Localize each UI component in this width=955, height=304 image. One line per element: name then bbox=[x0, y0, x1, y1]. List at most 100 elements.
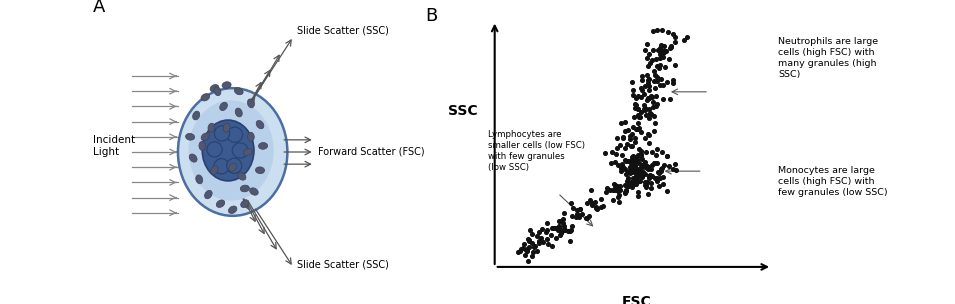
Point bbox=[630, 175, 646, 180]
Point bbox=[651, 66, 667, 71]
Text: Incident
Light: Incident Light bbox=[93, 135, 135, 157]
Point bbox=[521, 244, 537, 249]
Ellipse shape bbox=[234, 88, 244, 95]
Point bbox=[639, 56, 654, 61]
Point bbox=[548, 235, 563, 240]
Point bbox=[627, 164, 643, 169]
Point bbox=[642, 52, 657, 57]
Point bbox=[609, 136, 625, 141]
Point bbox=[656, 174, 671, 179]
Point bbox=[645, 99, 660, 104]
Point bbox=[616, 135, 631, 140]
Point bbox=[548, 226, 563, 231]
Point bbox=[641, 88, 656, 92]
Point bbox=[632, 179, 647, 184]
Point bbox=[646, 161, 661, 165]
Point bbox=[527, 243, 542, 248]
Ellipse shape bbox=[223, 123, 230, 132]
Point bbox=[668, 40, 683, 45]
Point bbox=[635, 170, 650, 174]
Point bbox=[637, 108, 652, 112]
Point bbox=[627, 160, 643, 164]
Point bbox=[630, 194, 646, 199]
Point bbox=[551, 226, 566, 231]
Point bbox=[654, 49, 669, 54]
Point bbox=[654, 167, 669, 171]
Point bbox=[640, 42, 655, 47]
Point bbox=[633, 149, 648, 154]
Point bbox=[628, 160, 644, 165]
Point bbox=[656, 49, 671, 54]
Point bbox=[626, 182, 642, 187]
Point bbox=[616, 135, 631, 140]
Point bbox=[631, 147, 647, 152]
Point bbox=[664, 45, 679, 50]
Point bbox=[626, 181, 641, 186]
Point bbox=[522, 227, 538, 232]
Point bbox=[659, 48, 674, 53]
Point bbox=[640, 192, 655, 196]
Ellipse shape bbox=[178, 88, 287, 216]
Point bbox=[593, 196, 608, 201]
Point bbox=[639, 165, 654, 170]
Point bbox=[640, 164, 655, 169]
Point bbox=[621, 170, 636, 175]
Point bbox=[534, 226, 549, 231]
Point bbox=[611, 187, 626, 192]
Point bbox=[596, 203, 611, 208]
Text: Monocytes are large
cells (high FSC) with
few granules (low SSC): Monocytes are large cells (high FSC) wit… bbox=[778, 166, 888, 197]
Point bbox=[534, 236, 549, 241]
Text: SSC: SSC bbox=[448, 104, 478, 118]
Point bbox=[677, 38, 692, 43]
Point bbox=[626, 162, 642, 167]
Point bbox=[648, 152, 664, 157]
Ellipse shape bbox=[211, 166, 218, 174]
Point bbox=[633, 151, 648, 156]
Point bbox=[618, 146, 633, 150]
Ellipse shape bbox=[202, 120, 254, 181]
Point bbox=[627, 105, 643, 110]
Ellipse shape bbox=[226, 158, 242, 173]
Point bbox=[651, 171, 667, 176]
Point bbox=[610, 194, 626, 199]
Point bbox=[665, 31, 680, 36]
Point bbox=[515, 246, 530, 251]
Point bbox=[564, 214, 580, 219]
Point bbox=[642, 95, 657, 100]
Point bbox=[630, 190, 646, 195]
Point bbox=[632, 169, 647, 174]
Point bbox=[633, 162, 648, 167]
Point bbox=[637, 106, 652, 111]
Point bbox=[630, 121, 646, 126]
Point bbox=[622, 136, 637, 141]
Point bbox=[562, 239, 578, 244]
Point bbox=[628, 174, 644, 179]
Point bbox=[620, 169, 635, 174]
Point bbox=[652, 45, 668, 50]
Point bbox=[640, 81, 655, 85]
Point bbox=[626, 157, 642, 162]
Point bbox=[635, 169, 650, 174]
Ellipse shape bbox=[256, 167, 265, 174]
Point bbox=[649, 179, 665, 184]
Point bbox=[633, 94, 648, 99]
Point bbox=[529, 249, 544, 254]
Point bbox=[606, 181, 622, 186]
Point bbox=[627, 140, 643, 145]
Point bbox=[613, 168, 628, 173]
Ellipse shape bbox=[188, 100, 274, 201]
Ellipse shape bbox=[214, 159, 229, 174]
Ellipse shape bbox=[196, 175, 202, 184]
Point bbox=[629, 180, 645, 185]
Point bbox=[540, 228, 555, 233]
Point bbox=[614, 165, 629, 170]
Point bbox=[557, 228, 572, 233]
Point bbox=[631, 126, 647, 131]
Ellipse shape bbox=[201, 94, 210, 101]
Point bbox=[621, 128, 636, 133]
Point bbox=[642, 174, 657, 179]
Ellipse shape bbox=[185, 133, 195, 140]
Point bbox=[628, 154, 644, 159]
Point bbox=[618, 188, 633, 193]
Point bbox=[642, 84, 657, 89]
